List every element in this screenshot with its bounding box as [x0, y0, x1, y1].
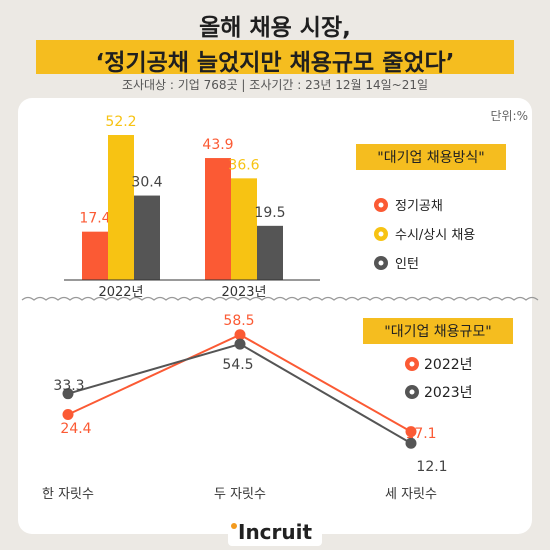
- line-point: [62, 409, 74, 421]
- bar-3-2023년: [257, 225, 283, 280]
- bar-2-2023년: [231, 178, 257, 280]
- bar-value-label: 30.4: [131, 175, 162, 191]
- logo-dot-icon: [231, 523, 237, 529]
- line-point: [234, 338, 246, 350]
- legend-marker-dot: [378, 231, 384, 237]
- line-x-tick-label: 세 자릿수: [385, 487, 437, 502]
- line-x-tick-label: 한 자릿수: [42, 487, 94, 502]
- line-title-box: [363, 318, 513, 344]
- line-point: [234, 329, 246, 341]
- incruit-logo: [228, 518, 322, 546]
- bar-title-box: [356, 144, 506, 170]
- line-value-label: 58.5: [223, 313, 254, 329]
- legend-marker-dot: [378, 260, 384, 266]
- chart-card: [18, 98, 532, 534]
- legend-label: 인턴: [395, 257, 419, 272]
- legend-label: 수시/상시 채용: [395, 228, 475, 243]
- bar-2-2022년: [108, 135, 134, 280]
- bar-1-2022년: [82, 231, 108, 280]
- section-divider: [21, 296, 539, 301]
- line-chart-title: "대기업 채용규모": [384, 324, 492, 340]
- legend-marker-dot: [378, 202, 384, 208]
- x-tick-label: 2023년: [221, 285, 266, 300]
- line-value-label: 12.1: [416, 459, 447, 475]
- line-value-label: 33.3: [53, 378, 84, 394]
- unit-label: 단위:%: [490, 109, 528, 123]
- line-point: [405, 426, 417, 438]
- bar-value-label: 19.5: [254, 205, 285, 221]
- line-value-label: 17.1: [405, 426, 436, 442]
- line-legend-label: 2023년: [424, 385, 473, 401]
- survey-info: 조사대상 : 기업 768곳 | 조사기간 : 23년 12월 14일~21일: [121, 78, 429, 92]
- headline-line2: ‘정기공채 늘었지만 채용규모 줄었다’: [95, 50, 455, 76]
- bar-3-2022년: [134, 195, 160, 280]
- bar-value-label: 52.2: [105, 114, 136, 130]
- bar-value-label: 36.6: [228, 157, 259, 173]
- logo-text: Incruit: [238, 520, 313, 544]
- legend-label: 정기공채: [395, 199, 443, 214]
- line-point: [405, 437, 417, 449]
- line-value-label: 54.5: [222, 357, 253, 373]
- line-legend-label: 2022년: [424, 357, 473, 373]
- headline-highlight: [36, 40, 514, 74]
- bar-chart-title: "대기업 채용방식": [377, 150, 485, 166]
- line-point: [62, 388, 74, 400]
- line-legend-marker-dot: [409, 389, 415, 395]
- bar-value-label: 43.9: [202, 137, 233, 153]
- bar-1-2023년: [205, 158, 231, 280]
- headline-line1: 올해 채용 시장,: [199, 15, 351, 41]
- line-x-tick-label: 두 자릿수: [214, 487, 266, 502]
- line-legend-marker-dot: [409, 361, 415, 367]
- x-tick-label: 2022년: [98, 285, 143, 300]
- bar-value-label: 17.4: [79, 211, 110, 227]
- line-value-label: 24.4: [60, 421, 91, 437]
